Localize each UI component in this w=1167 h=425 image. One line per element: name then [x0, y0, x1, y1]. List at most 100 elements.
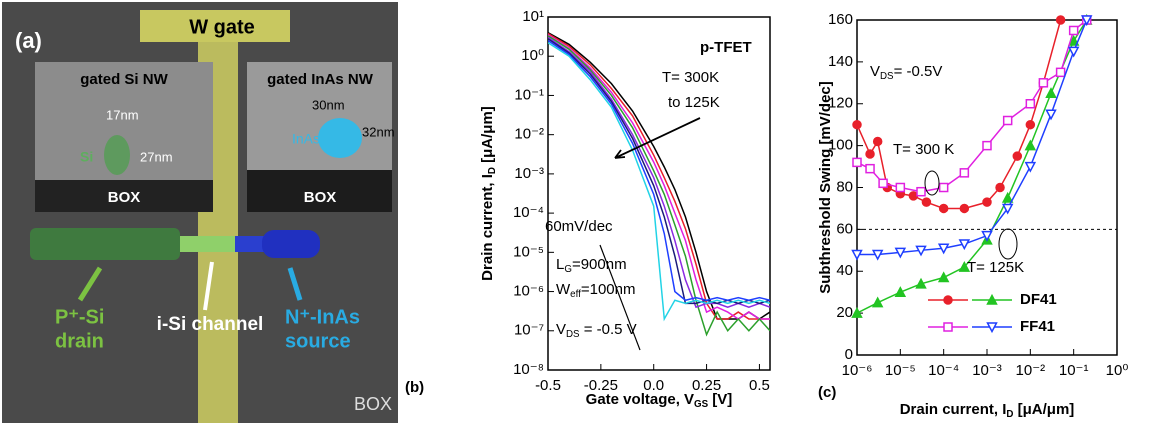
- channel-label: i-Si channel: [157, 314, 264, 335]
- series-line: [548, 34, 770, 320]
- y-tick-label: 140: [828, 53, 853, 70]
- annotation-part: =900nm: [572, 256, 627, 273]
- annotation-part: T= 300K: [662, 69, 719, 86]
- panel-label: (b): [405, 379, 424, 396]
- image-panel: (a) W gate gated Si NW 17nm 27nm Si BOX …: [2, 2, 398, 423]
- y-tick-label: 60: [836, 220, 853, 237]
- marker: [915, 245, 927, 257]
- x-axis-label: Drain current, ID [μA/μm]: [900, 401, 1075, 420]
- y-tick-label: 10⁻³: [514, 165, 544, 182]
- annotation: T= 125K: [967, 259, 1024, 276]
- y-tick-label: 10⁻¹: [514, 86, 544, 103]
- annotation: VDS= -0.5V: [870, 63, 942, 82]
- drain-label: P⁺-Si: [55, 306, 104, 328]
- x-tick-label: 0.25: [692, 377, 721, 394]
- annotation-part: DS: [566, 329, 580, 340]
- marker: [938, 203, 949, 214]
- annotation-part: T= 300 K: [893, 141, 954, 158]
- x-tick-label: 10⁰: [1106, 362, 1129, 379]
- marker: [1067, 46, 1080, 58]
- legend-marker: [986, 322, 998, 334]
- marker: [852, 119, 862, 130]
- series-line: [857, 20, 1088, 193]
- series-line: [548, 36, 770, 309]
- annotation: T= 300 K: [893, 141, 954, 158]
- marker: [1024, 139, 1037, 151]
- y-tick-label: 10⁻⁷: [514, 322, 544, 339]
- marker: [851, 307, 863, 318]
- y-tick-label: 120: [828, 95, 853, 112]
- series-line: [548, 31, 770, 320]
- marker: [995, 182, 1005, 193]
- marker: [1055, 15, 1066, 25]
- annotation: 60mV/dec: [545, 218, 613, 235]
- y-axis-label-part: D: [487, 167, 498, 174]
- annotation-part: G: [564, 264, 572, 275]
- y-tick-label: 10¹: [522, 8, 544, 25]
- marker: [878, 178, 888, 189]
- marker: [915, 277, 927, 289]
- marker: [1002, 115, 1013, 126]
- y-tick-label: 10⁻⁵: [513, 243, 544, 260]
- marker: [908, 191, 919, 201]
- x-axis-label-part: Gate voltage, V: [586, 391, 694, 408]
- annotation: LG=900nm: [556, 256, 627, 275]
- y-tick-label: 10⁰: [521, 47, 544, 64]
- x-axis-label: Gate voltage, VGS [V]: [586, 391, 733, 410]
- marker: [1080, 15, 1093, 27]
- marker: [871, 296, 884, 308]
- y-tick-label: 100: [828, 137, 853, 154]
- annotation-part: = -0.5V: [894, 63, 943, 80]
- marker: [1001, 191, 1014, 203]
- marker: [1055, 67, 1066, 78]
- temperature-arrow: [614, 117, 701, 159]
- marker: [872, 136, 883, 147]
- marker: [1045, 109, 1057, 121]
- y-tick-label: 10⁻⁴: [513, 204, 544, 221]
- marker: [937, 243, 950, 255]
- x-axis-label-part: GS: [694, 399, 709, 410]
- legend-marker: [943, 322, 953, 332]
- x-axis-label-part: [μA/μm]: [1013, 401, 1074, 418]
- annotation-part: = -0.5 V: [580, 321, 637, 338]
- series-line: [548, 35, 770, 337]
- annotation-part: =100nm: [581, 281, 636, 298]
- source-wire: [235, 236, 265, 252]
- plot-frame: [547, 16, 771, 371]
- annotation-part: L: [556, 256, 564, 273]
- group-ellipse: [924, 170, 940, 196]
- marker: [852, 157, 862, 168]
- series-line: [548, 42, 770, 322]
- right-inset-box: [247, 170, 392, 212]
- material-label: InAs: [292, 131, 320, 147]
- marker: [916, 186, 926, 197]
- y-tick-label: 20: [836, 304, 853, 321]
- series-line: [857, 20, 1088, 256]
- marker: [1025, 99, 1036, 109]
- marker: [958, 239, 971, 251]
- box-label: BOX: [304, 189, 337, 206]
- x-tick-label: 10⁻²: [1016, 362, 1046, 379]
- si-wire: [104, 135, 130, 175]
- box-label: BOX: [108, 189, 141, 206]
- x-axis-label-part: [V]: [708, 391, 732, 408]
- annotation: VDS = -0.5 V: [556, 321, 637, 340]
- height-label: 32nm: [362, 124, 395, 139]
- marker: [871, 249, 884, 261]
- slope-guide: [599, 244, 641, 351]
- y-tick-label: 10⁻²: [514, 126, 544, 143]
- source-pad: [262, 230, 320, 258]
- marker: [895, 182, 906, 193]
- annotation-part: 60mV/dec: [545, 218, 613, 235]
- x-tick-label: 10⁻⁶: [842, 362, 873, 379]
- annotation: Weff=100nm: [556, 281, 635, 300]
- annotation: to 125K: [668, 94, 720, 111]
- legend-label: DF41: [1020, 291, 1057, 308]
- x-tick-label: 10⁻¹: [1059, 362, 1089, 379]
- gate-label: W gate: [189, 16, 255, 38]
- marker: [1038, 78, 1049, 88]
- group-ellipse: [998, 228, 1018, 260]
- series-line: [548, 39, 770, 302]
